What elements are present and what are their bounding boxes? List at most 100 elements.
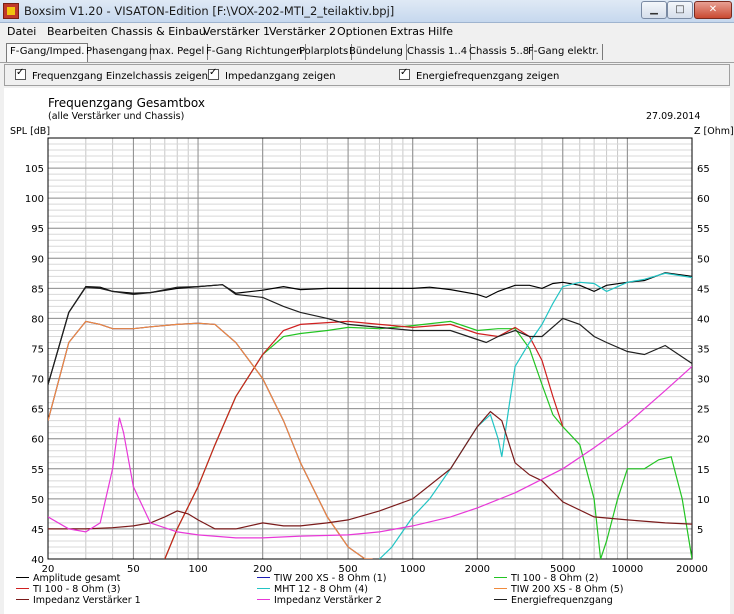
checkbox-checked-icon[interactable]: [15, 67, 26, 80]
y-tick-label-left: 75: [31, 345, 44, 356]
title-bar: Boxsim V1.20 - VISATON-Edition [F:\VOX-2…: [0, 0, 734, 23]
y-axis-left-label: SPL [dB]: [10, 126, 51, 137]
y-tick-label-right: 55: [697, 224, 710, 235]
legend-item: MHT 12 - 8 Ohm (4): [257, 584, 368, 595]
tab-bar: F-Gang/Imped. Phasengang max. Pegel F-Ga…: [0, 42, 734, 63]
legend-label: TIW 200 XS - 8 Ohm (5): [511, 584, 624, 595]
tab-phasengang[interactable]: Phasengang: [83, 44, 152, 60]
y-tick-label-left: 55: [31, 465, 44, 476]
y-tick-label-left: 45: [31, 525, 44, 536]
legend-item: Energiefrequenzgang: [494, 595, 613, 606]
tab-chassis-5-8[interactable]: Chassis 5..8: [466, 44, 534, 60]
x-tick-label: 5000: [550, 564, 575, 575]
x-tick-label: 50: [127, 564, 140, 575]
plot-subtitle: (alle Verstärker und Chassis): [48, 111, 185, 122]
plot-title: Frequenzgang Gesamtbox: [48, 96, 205, 110]
legend-swatch: [257, 599, 270, 600]
y-tick-label-right: 30: [697, 375, 710, 386]
maximize-button[interactable]: □: [667, 1, 693, 19]
legend-label: Impedanz Verstärker 2: [274, 595, 382, 606]
menu-optionen[interactable]: Optionen: [337, 25, 388, 38]
option-impedanzgang[interactable]: Impedanzgang zeigen: [208, 67, 336, 82]
options-bar: Frequenzgang Einzelchassis zeigen Impeda…: [4, 64, 730, 86]
y-tick-label-left: 80: [31, 314, 44, 325]
y-tick-label-left: 40: [31, 555, 44, 566]
y-tick-label-right: 40: [697, 314, 710, 325]
y-tick-label-right: 35: [697, 345, 710, 356]
tab-fgang-elektr[interactable]: F-Gang elektr.: [525, 44, 603, 60]
legend-label: Impedanz Verstärker 1: [33, 595, 141, 606]
option-einzelchassis-label: Frequenzgang Einzelchassis zeigen: [32, 71, 209, 82]
y-tick-label-left: 50: [31, 495, 44, 506]
legend-swatch: [16, 599, 29, 600]
option-energiefrequenzgang-label: Energiefrequenzgang zeigen: [416, 71, 560, 82]
x-tick-label: 1000: [400, 564, 425, 575]
series-line-9: [48, 284, 692, 385]
legend-item: TIW 200 XS - 8 Ohm (5): [494, 584, 623, 595]
x-tick-label: 20000: [676, 564, 708, 575]
option-impedanzgang-label: Impedanzgang zeigen: [225, 71, 336, 82]
legend-label: Energiefrequenzgang: [511, 595, 613, 606]
tab-buendelung[interactable]: Bündelung: [346, 44, 407, 60]
legend-item: Amplitude gesamt: [16, 573, 120, 584]
legend-swatch: [257, 588, 270, 589]
y-tick-label-right: 50: [697, 254, 710, 265]
menu-hilfe[interactable]: Hilfe: [428, 25, 454, 38]
y-tick-label-right: 45: [697, 284, 710, 295]
menu-verstaerker-1[interactable]: Verstärker 1: [203, 25, 271, 38]
plot-panel: Frequenzgang Gesamtbox (alle Verstärker …: [4, 88, 734, 614]
legend-item: TI 100 - 8 Ohm (3): [16, 584, 121, 595]
option-einzelchassis[interactable]: Frequenzgang Einzelchassis zeigen: [15, 67, 209, 82]
legend-swatch: [16, 577, 29, 578]
y-tick-label-left: 100: [25, 194, 44, 205]
legend-label: Amplitude gesamt: [33, 573, 121, 584]
x-tick-label: 10000: [611, 564, 643, 575]
menu-verstaerker-2[interactable]: Verstärker 2: [269, 25, 337, 38]
menu-bar: Datei Bearbeiten Chassis & Einbau Verstä…: [0, 23, 734, 41]
frequency-response-chart: 40 45 50 55 60 65 70 75 80 85 90 95 100 105 5 10 15 20 25 3…: [25, 137, 710, 575]
tab-chassis-1-4[interactable]: Chassis 1..4: [404, 44, 472, 60]
menu-chassis-einbau[interactable]: Chassis & Einbau: [111, 25, 206, 38]
plot-date: 27.09.2014: [646, 111, 701, 122]
series-line-5: [379, 272, 692, 559]
series-line-8: [48, 366, 692, 539]
x-tick-label: 200: [253, 564, 272, 575]
legend-label: TIW 200 XS - 8 Ohm (1): [274, 573, 387, 584]
legend-item: Impedanz Verstärker 2: [257, 595, 382, 606]
y-tick-label-left: 90: [31, 254, 44, 265]
y-tick-label-right: 15: [697, 465, 710, 476]
x-tick-label: 20: [42, 564, 55, 575]
y-tick-label-right: 65: [697, 164, 710, 175]
y-tick-label-right: 25: [697, 405, 710, 416]
legend-swatch: [257, 577, 270, 578]
y-tick-label-right: 5: [697, 525, 703, 536]
close-button[interactable]: ✕: [694, 1, 732, 19]
tab-max-pegel[interactable]: max. Pegel: [146, 44, 209, 60]
y-tick-label-left: 105: [25, 164, 44, 175]
menu-bearbeiten[interactable]: Bearbeiten: [47, 25, 108, 38]
menu-extras[interactable]: Extras: [390, 25, 425, 38]
tab-fgang-imped[interactable]: F-Gang/Imped.: [6, 43, 89, 62]
minimize-button[interactable]: ▁: [641, 1, 667, 19]
y-tick-label-left: 70: [31, 375, 44, 386]
legend-item: TIW 200 XS - 8 Ohm (1): [257, 573, 386, 584]
tab-fgang-richtungen[interactable]: F-Gang Richtungen: [203, 44, 307, 60]
legend-item: Impedanz Verstärker 1: [16, 595, 141, 606]
y-tick-label-left: 85: [31, 284, 44, 295]
legend-label: MHT 12 - 8 Ohm (4): [274, 584, 369, 595]
legend-label: TI 100 - 8 Ohm (3): [33, 584, 121, 595]
x-tick-label: 500: [339, 564, 358, 575]
option-energiefrequenzgang[interactable]: Energiefrequenzgang zeigen: [399, 67, 560, 82]
window-title: Boxsim V1.20 - VISATON-Edition [F:\VOX-2…: [24, 4, 395, 18]
tab-polarplots[interactable]: Polarplots: [296, 44, 353, 60]
checkbox-checked-icon[interactable]: [399, 67, 410, 80]
series-line-7: [48, 410, 692, 530]
legend-item: TI 100 - 8 Ohm (2): [494, 573, 599, 584]
y-tick-label-left: 65: [31, 405, 44, 416]
checkbox-checked-icon[interactable]: [208, 67, 219, 80]
legend-label: TI 100 - 8 Ohm (2): [511, 573, 599, 584]
menu-datei[interactable]: Datei: [7, 25, 37, 38]
y-tick-label-right: 60: [697, 194, 710, 205]
y-tick-label-left: 60: [31, 435, 44, 446]
y-tick-label-right: 20: [697, 435, 710, 446]
